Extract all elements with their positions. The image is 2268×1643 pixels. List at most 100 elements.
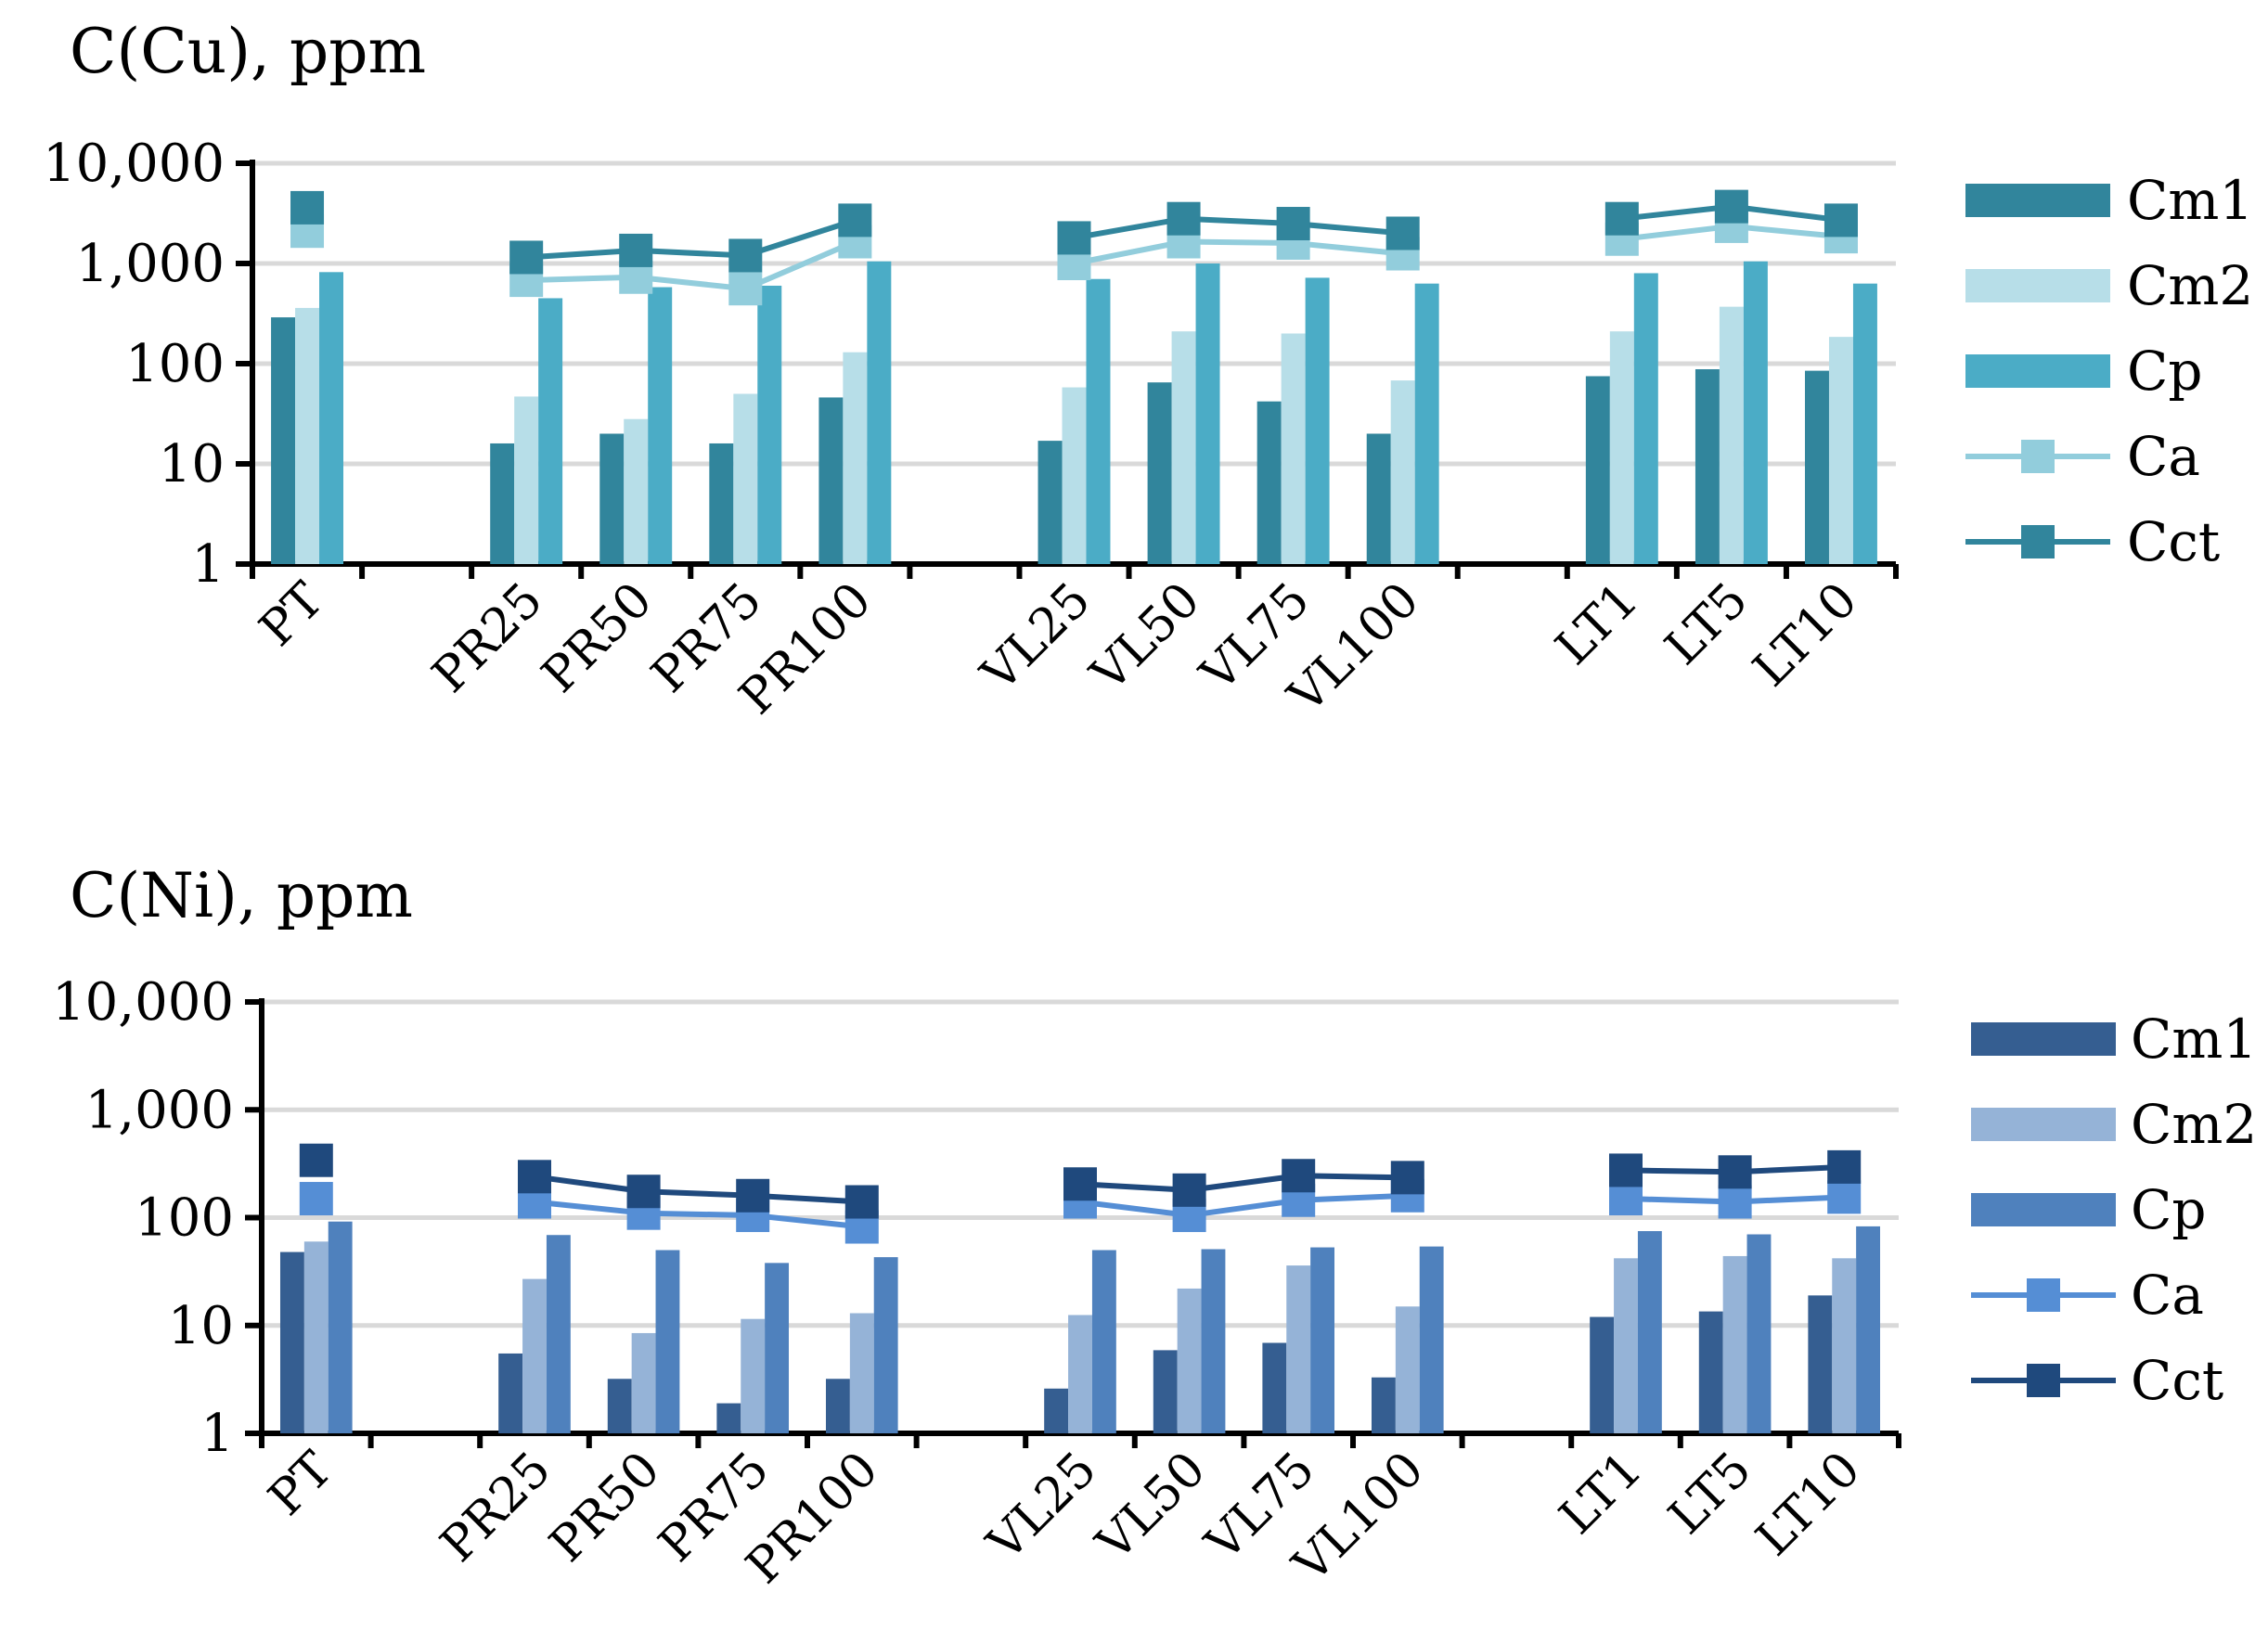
y-tick-label: 1 xyxy=(191,534,225,595)
bar-cm1-lt10 xyxy=(1805,370,1829,564)
bar-cm2-lt1 xyxy=(1614,1258,1638,1433)
legend-marker-cct xyxy=(2027,1364,2060,1397)
x-category-label: PT xyxy=(258,1442,343,1527)
bar-cp-vl25 xyxy=(1086,278,1111,564)
point-cct-lt1 xyxy=(1604,201,1639,236)
chart-title: C(Ni), ppm xyxy=(70,860,413,931)
line-cct xyxy=(534,1174,862,1205)
y-tick-label: 1 xyxy=(200,1404,234,1464)
legend: Cm1 Cm2 Cp Ca Cct xyxy=(1965,169,2253,573)
bar-cm2-lt5 xyxy=(1719,306,1744,564)
bar-cm2-pt xyxy=(303,1241,329,1433)
bar-cp-lt10 xyxy=(1852,283,1877,564)
bar-cp-vl50 xyxy=(1195,263,1220,564)
bar-cp-lt5 xyxy=(1746,1234,1772,1433)
point-ca-lt10 xyxy=(1827,1180,1862,1214)
point-cct-pr100 xyxy=(838,203,872,237)
x-category-label: LT10 xyxy=(1743,572,1868,698)
legend-label-cm1: Cm1 xyxy=(2131,1008,2257,1071)
bar-cm2-pr25 xyxy=(522,1278,547,1433)
point-ca-lt1 xyxy=(1609,1182,1643,1216)
point-cct-lt5 xyxy=(1714,189,1748,224)
point-cct-pr50 xyxy=(626,1174,661,1209)
y-tick-label: 10,000 xyxy=(52,972,234,1033)
y-tick-label: 10 xyxy=(168,1296,234,1356)
bar-cm1-pr25 xyxy=(498,1353,523,1433)
line-ca xyxy=(534,1199,863,1230)
legend-marker-ca xyxy=(2027,1278,2060,1312)
bar-cm1-lt10 xyxy=(1808,1295,1833,1433)
point-cct-pt xyxy=(299,1143,333,1177)
bar-cp-vl100 xyxy=(1419,1246,1444,1433)
bar-cm2-vl75 xyxy=(1286,1265,1311,1433)
bar-cm1-pr50 xyxy=(607,1379,632,1433)
chart-title: C(Cu), ppm xyxy=(70,16,426,87)
bar-cm1-pt xyxy=(271,317,296,564)
x-category-label: LT5 xyxy=(1655,572,1759,676)
bar-cm2-lt1 xyxy=(1609,331,1634,564)
bar-cp-lt1 xyxy=(1637,1231,1662,1433)
legend-swatch-cm2 xyxy=(1965,269,2110,302)
bar-cm1-pt xyxy=(279,1252,304,1433)
point-cct-vl50 xyxy=(1172,1173,1206,1207)
point-cct-pr75 xyxy=(736,1178,770,1213)
bar-cm1-pr100 xyxy=(825,1379,850,1433)
x-category-label: PT xyxy=(250,572,335,658)
x-category-label: LT1 xyxy=(1545,572,1649,676)
x-category-label: PR25 xyxy=(422,572,554,704)
bar-cm2-vl25 xyxy=(1062,387,1087,564)
legend-label-ca: Ca xyxy=(2131,1264,2204,1327)
bar-cp-lt10 xyxy=(1856,1226,1881,1433)
legend-label-cp: Cp xyxy=(2127,340,2203,403)
bar-cp-pr100 xyxy=(873,1257,898,1433)
bar-cm1-lt1 xyxy=(1585,376,1610,564)
legend-label-cm2: Cm2 xyxy=(2131,1093,2257,1156)
bar-cm2-pr25 xyxy=(514,396,539,564)
point-cct-pt xyxy=(290,190,325,225)
bar-cp-pr75 xyxy=(757,285,782,564)
y-tick-label: 1,000 xyxy=(76,234,225,294)
bar-cm2-vl50 xyxy=(1171,331,1196,564)
point-cct-lt10 xyxy=(1823,203,1858,237)
point-cct-pr25 xyxy=(509,240,544,275)
bar-cm2-vl75 xyxy=(1281,333,1306,564)
y-tick-label: 100 xyxy=(135,1188,234,1249)
bar-cm1-pr75 xyxy=(709,443,734,564)
bar-cm2-vl100 xyxy=(1395,1306,1420,1433)
bar-cm2-vl25 xyxy=(1068,1315,1092,1433)
line-ca xyxy=(1073,238,1403,266)
bar-cm1-pr25 xyxy=(490,443,515,564)
legend-label-cp: Cp xyxy=(2131,1178,2207,1241)
legend-swatch-cp xyxy=(1965,354,2110,388)
point-cct-lt5 xyxy=(1718,1155,1752,1189)
line-cct xyxy=(1073,215,1403,241)
bar-cp-vl75 xyxy=(1305,277,1330,564)
bar-cp-vl100 xyxy=(1414,283,1439,564)
point-cct-vl50 xyxy=(1166,201,1201,236)
point-cct-vl25 xyxy=(1063,1167,1097,1201)
point-ca-pt xyxy=(299,1182,333,1216)
bar-cp-pr25 xyxy=(546,1235,571,1433)
point-cct-pr75 xyxy=(728,238,763,273)
bar-cp-pr50 xyxy=(648,287,673,564)
legend-swatch-cp xyxy=(1971,1193,2116,1226)
bar-cm1-vl50 xyxy=(1153,1350,1178,1433)
x-category-label: VL25 xyxy=(971,572,1102,703)
bar-cp-pt xyxy=(328,1221,353,1433)
bar-cm2-pr100 xyxy=(843,352,868,564)
x-category-label: PR25 xyxy=(431,1442,562,1573)
bar-cm2-pr50 xyxy=(624,418,649,564)
point-cct-vl25 xyxy=(1057,221,1091,255)
x-category-label: PR50 xyxy=(539,1442,671,1573)
x-category-label: LT1 xyxy=(1549,1442,1653,1546)
bar-cm1-vl25 xyxy=(1037,441,1063,564)
legend: Cm1 Cm2 Cp Ca Cct xyxy=(1971,1008,2257,1412)
line-cct xyxy=(1079,1173,1408,1193)
point-cct-vl100 xyxy=(1385,216,1420,250)
point-ca-pr75 xyxy=(728,272,763,306)
bar-cm2-pr75 xyxy=(733,393,758,564)
line-cct xyxy=(525,217,857,261)
